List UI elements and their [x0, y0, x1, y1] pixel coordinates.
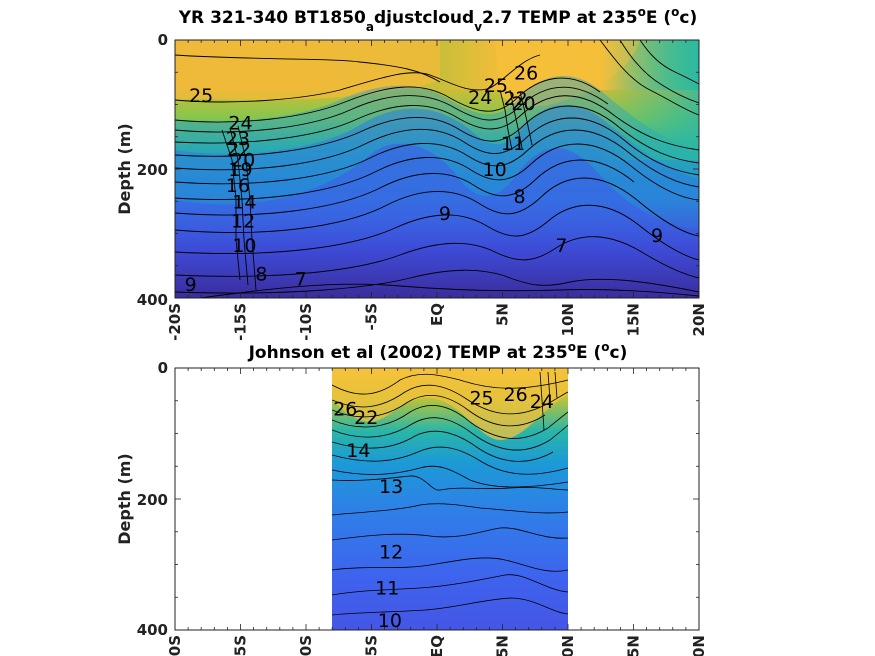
- top-contour-label: 22: [227, 138, 251, 160]
- top-title-main: YR 321-340 BT1850: [178, 8, 366, 28]
- top-xtick-label: -10S: [297, 303, 315, 341]
- top-xtick-label: EQ: [428, 303, 446, 326]
- top-contour-label: 7: [295, 269, 307, 291]
- bottom-xtick-label: -5S: [363, 635, 381, 656]
- bottom-contour-label: 26: [504, 384, 528, 406]
- bottom-contour-label: 25: [469, 387, 493, 409]
- bottom-contour-label: 22: [354, 407, 378, 429]
- top-title: YR 321-340 BT1850adjustcloudv2.7 TEMP at…: [178, 5, 698, 34]
- top-contour-label: 9: [439, 203, 451, 225]
- top-contour-label: 24: [228, 113, 252, 135]
- top-ylabel: Depth (m): [115, 123, 134, 215]
- top-xtick-label: 5N: [494, 303, 512, 326]
- bottom-xtick-label: EQ: [428, 635, 446, 656]
- top-contour-label: 8: [513, 186, 525, 208]
- top-title-sub1: a: [366, 20, 374, 34]
- top-xtick-label: 20N: [690, 303, 708, 336]
- top-contour-label: 24: [468, 87, 492, 109]
- bottom-xtick-label: 15N: [625, 635, 643, 656]
- top-xtick-label: -15S: [232, 303, 250, 341]
- top-contour-label: 14: [232, 191, 256, 213]
- bottom-xtick-label: 20N: [690, 635, 708, 656]
- bottom-tickmarks: [174, 367, 700, 631]
- top-contour-label: 22: [504, 88, 528, 110]
- top-panel: YR 321-340 BT1850adjustcloudv2.7 TEMP at…: [115, 5, 708, 341]
- top-contour-label: 20: [511, 93, 535, 115]
- top-xtick-label: 15N: [625, 303, 643, 336]
- bottom-xtick-label: -10S: [297, 635, 315, 656]
- top-xtick-label: -20S: [166, 303, 184, 341]
- top-title-sub2: v: [474, 20, 482, 34]
- top-ytick-200: 200: [137, 161, 168, 179]
- top-tickmarks: [174, 39, 700, 299]
- top-contour-label: 26: [514, 62, 538, 84]
- top-title-sup2: o: [671, 5, 679, 19]
- bottom-ytick-0: 0: [158, 359, 168, 377]
- top-contour-label: 8: [255, 263, 267, 285]
- top-contour-label: 19: [228, 159, 252, 181]
- bottom-ytick-400: 400: [137, 621, 168, 639]
- bottom-panel: Johnson et al (2002) TEMP at 235oE (oc): [115, 340, 708, 656]
- bottom-title-sup2: o: [601, 340, 609, 354]
- top-contour-label: 10: [483, 159, 507, 181]
- bottom-contour-label: 12: [379, 541, 403, 563]
- top-field: [175, 40, 699, 298]
- top-title-unit-close: c): [679, 8, 697, 28]
- top-title-mid: djustcloud: [374, 8, 474, 28]
- top-xtick-label: -5S: [363, 303, 381, 330]
- bottom-title-unit-close: c): [610, 343, 628, 363]
- top-title-tail: 2.7 TEMP at 235: [482, 8, 638, 28]
- top-xticks: -20S -15S -10S -5S EQ 5N 10N 15N 20N: [166, 303, 708, 341]
- bottom-ytick-200: 200: [137, 491, 168, 509]
- top-contour-label: 10: [232, 235, 256, 257]
- top-contour-label: 20: [231, 149, 255, 171]
- bottom-contour-label: 26: [333, 399, 357, 421]
- top-title-unit-open: E (: [646, 8, 671, 28]
- bottom-xtick-label: 10N: [559, 635, 577, 656]
- bottom-contour-label: 11: [375, 577, 399, 599]
- top-contour-label: 11: [501, 133, 525, 155]
- bottom-field: [332, 368, 568, 630]
- top-xtick-label: 10N: [559, 303, 577, 336]
- top-contour-label: 23: [226, 128, 250, 150]
- bottom-xticks: -20S -15S -10S -5S EQ 5N 10N 15N 20N: [166, 635, 708, 656]
- top-contour-label: 16: [226, 175, 250, 197]
- bottom-contour-label: 14: [346, 440, 370, 462]
- top-title-sup1: o: [638, 5, 646, 19]
- bottom-ylabel: Depth (m): [115, 453, 134, 545]
- top-contours: [175, 40, 699, 298]
- top-ytick-400: 400: [137, 291, 168, 309]
- top-ytick-0: 0: [158, 31, 168, 49]
- bottom-title-unit-open: E (: [576, 343, 601, 363]
- top-contour-label: 12: [231, 211, 255, 233]
- top-contour-label: 25: [189, 85, 213, 107]
- bottom-contour-label: 10: [378, 610, 402, 632]
- bottom-contour-label: 13: [379, 476, 403, 498]
- bottom-title-sup1: o: [568, 340, 576, 354]
- bottom-title-main: Johnson et al (2002) TEMP at 235: [248, 343, 568, 363]
- top-contour-label: 7: [555, 235, 567, 257]
- top-contour-label: 9: [651, 225, 663, 247]
- top-contour-label: 9: [185, 274, 197, 296]
- top-contour-label: 25: [484, 75, 508, 97]
- bottom-title: Johnson et al (2002) TEMP at 235oE (oc): [248, 340, 628, 363]
- bottom-xtick-label: -20S: [166, 635, 184, 656]
- bottom-contours: [332, 371, 568, 616]
- bottom-xtick-label: 5N: [494, 635, 512, 656]
- bottom-contour-label: 24: [530, 391, 554, 413]
- bottom-xtick-label: -15S: [232, 635, 250, 656]
